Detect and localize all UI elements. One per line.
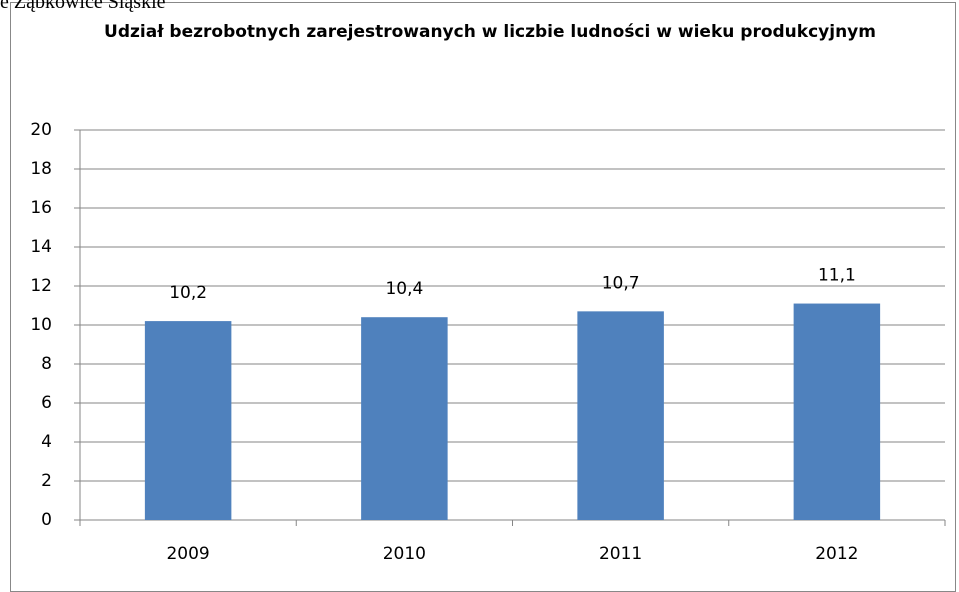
x-tick-label: 2010 — [383, 544, 426, 564]
value-label: 11,1 — [818, 266, 856, 286]
bar — [361, 317, 448, 520]
value-label: 10,4 — [385, 279, 423, 299]
x-tick-label: 2011 — [599, 544, 642, 564]
chart: 0 2 4 6 8 10 12 14 16 18 20 2009 10,2 2010 10,4 2011 10,… — [30, 120, 946, 564]
y-tick-label: 4 — [41, 432, 52, 452]
y-tick-label: 14 — [30, 237, 52, 257]
y-tick-label: 20 — [30, 120, 52, 140]
y-tick-label: 12 — [30, 276, 52, 296]
x-tick-label: 2009 — [166, 544, 209, 564]
y-tick-label: 2 — [41, 471, 52, 491]
caption: e Ząbkowice Śląskie — [0, 0, 166, 13]
value-label: 10,2 — [169, 283, 207, 303]
y-tick-label: 6 — [41, 393, 52, 413]
x-tick-label: 2012 — [815, 544, 858, 564]
y-tick-label: 8 — [41, 354, 52, 374]
bar — [793, 303, 881, 520]
y-tick-label: 16 — [30, 198, 52, 218]
chart-title: Udział bezrobotnych zarejestrowanych w l… — [104, 22, 876, 42]
bar — [144, 321, 232, 520]
y-tick-label: 0 — [41, 510, 52, 530]
y-tick-label: 18 — [30, 159, 52, 179]
value-label: 10,7 — [602, 273, 640, 293]
y-tick-label: 10 — [30, 315, 52, 335]
bar — [577, 311, 664, 520]
